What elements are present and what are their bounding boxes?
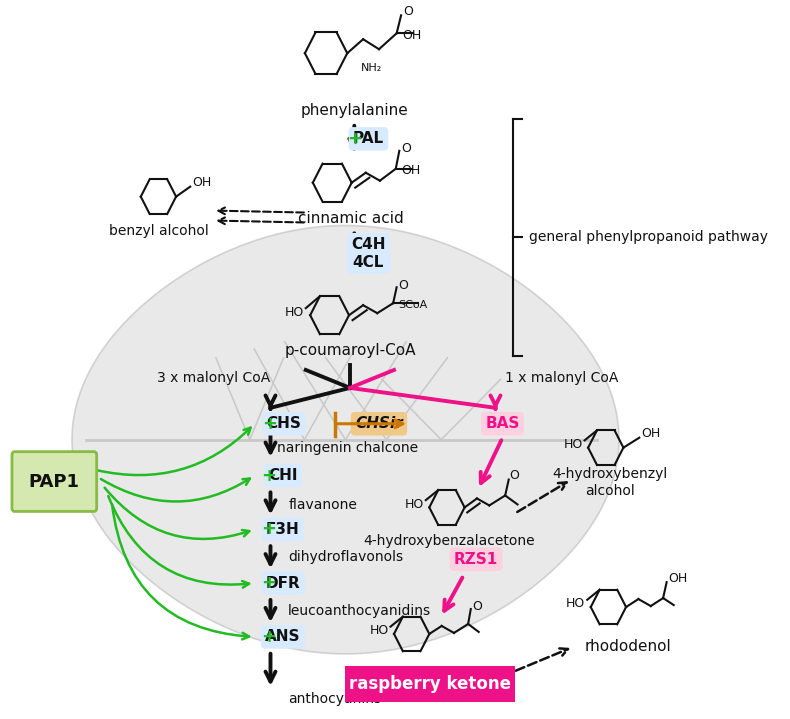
FancyBboxPatch shape [345, 666, 515, 702]
Text: PAP1: PAP1 [28, 472, 80, 490]
Text: benzyl alcohol: benzyl alcohol [108, 224, 209, 237]
Text: CHS: CHS [266, 416, 301, 431]
Text: OH: OH [401, 164, 420, 177]
PathPatch shape [72, 226, 619, 654]
Text: CHI: CHI [268, 468, 298, 483]
Text: HO: HO [563, 438, 583, 451]
Text: HO: HO [370, 624, 389, 637]
Text: C4H
4CL: C4H 4CL [352, 237, 386, 270]
Text: cinnamic acid: cinnamic acid [298, 211, 404, 226]
Text: +: + [347, 130, 362, 148]
Text: 4-hydroxybenzalacetone: 4-hydroxybenzalacetone [363, 534, 536, 549]
Text: OH: OH [641, 427, 660, 440]
Text: RZS1: RZS1 [454, 551, 498, 567]
Text: anthocyanins: anthocyanins [288, 692, 382, 705]
Text: raspberry ketone: raspberry ketone [349, 674, 511, 692]
Text: O: O [401, 142, 411, 155]
Text: CHSir: CHSir [356, 416, 403, 431]
Text: HO: HO [284, 306, 304, 319]
Text: O: O [510, 469, 520, 482]
Text: HO: HO [566, 597, 585, 610]
Text: O: O [403, 5, 412, 18]
Text: +: + [261, 574, 276, 592]
Text: OH: OH [192, 176, 211, 189]
Text: F3H: F3H [266, 522, 299, 537]
Text: O: O [398, 279, 408, 292]
Text: DFR: DFR [265, 576, 300, 590]
Text: HO: HO [404, 498, 424, 510]
Text: flavanone: flavanone [288, 498, 357, 513]
Text: 4-hydroxybenzyl
alcohol: 4-hydroxybenzyl alcohol [552, 467, 668, 498]
FancyBboxPatch shape [12, 452, 96, 511]
Text: naringenin chalcone: naringenin chalcone [276, 441, 418, 454]
Text: +: + [262, 415, 277, 433]
Text: general phenylpropanoid pathway: general phenylpropanoid pathway [529, 231, 768, 244]
Text: 1 x malonyl CoA: 1 x malonyl CoA [505, 371, 619, 385]
Text: +: + [261, 628, 276, 646]
Text: ANS: ANS [265, 629, 300, 644]
Text: OH: OH [668, 572, 687, 585]
Text: NH₂: NH₂ [361, 63, 382, 73]
Text: PAL: PAL [353, 132, 384, 147]
Text: SCoA: SCoA [398, 301, 427, 310]
Text: rhododenol: rhododenol [585, 639, 672, 654]
Text: +: + [261, 521, 276, 539]
Text: phenylalanine: phenylalanine [300, 104, 408, 119]
Text: OH: OH [402, 29, 421, 42]
Text: dihydroflavonols: dihydroflavonols [288, 550, 403, 564]
Text: leucoanthocyanidins: leucoanthocyanidins [288, 604, 431, 618]
Text: 3 x malonyl CoA: 3 x malonyl CoA [156, 371, 269, 385]
Text: O: O [472, 600, 483, 613]
Text: p-coumaroyl-CoA: p-coumaroyl-CoA [284, 342, 416, 357]
Text: BAS: BAS [485, 416, 520, 431]
Text: +: + [261, 467, 276, 485]
